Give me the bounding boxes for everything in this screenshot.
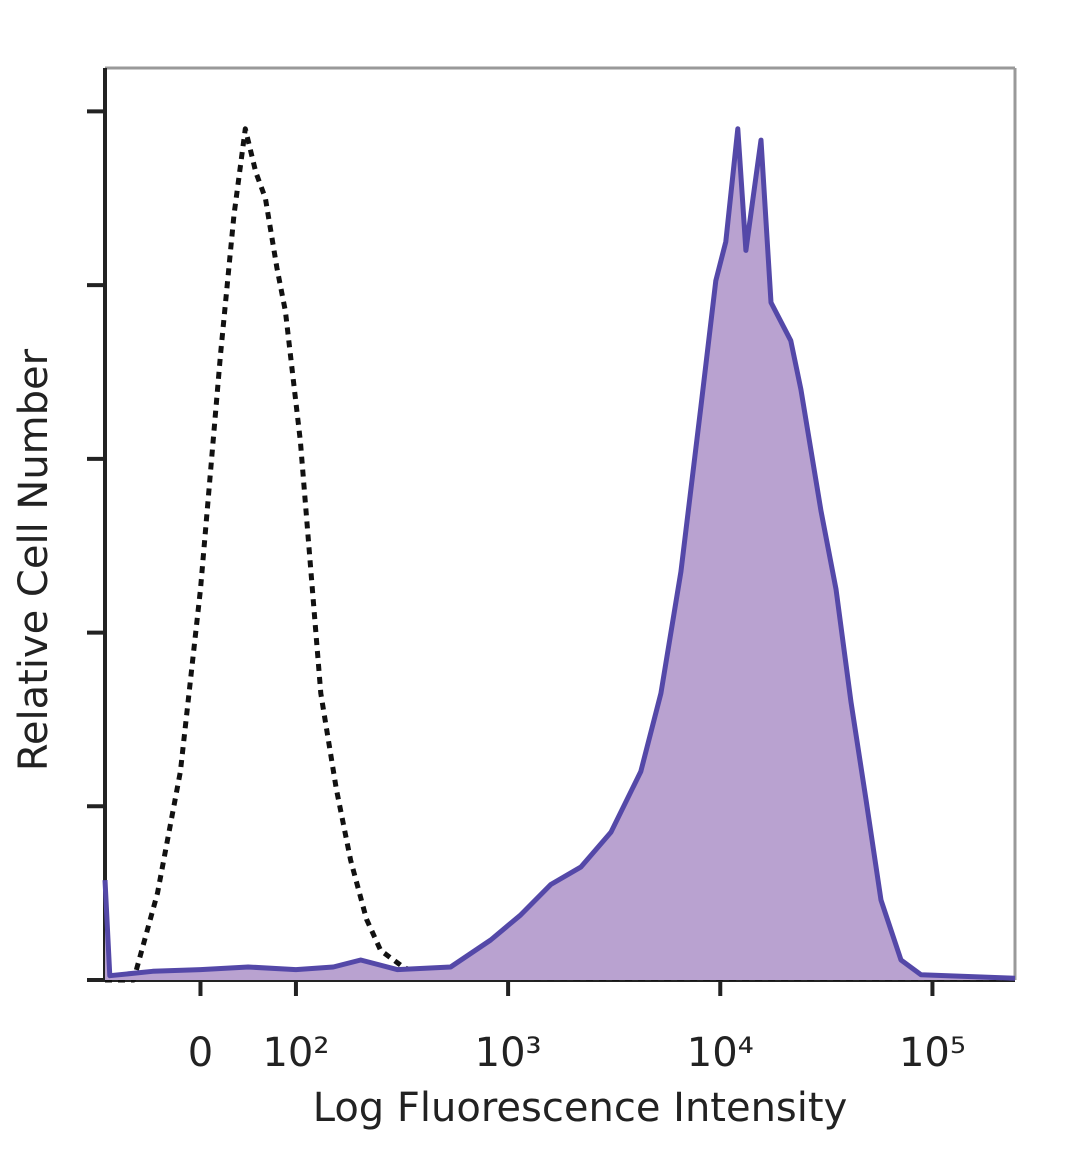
x-tick-label: 10⁵ bbox=[899, 1030, 966, 1076]
y-axis-label: Relative Cell Number bbox=[11, 348, 57, 771]
x-tick-label: 10² bbox=[262, 1030, 329, 1076]
x-tick-label: 0 bbox=[188, 1030, 213, 1076]
control-histogram-line bbox=[105, 126, 1015, 983]
sample-histogram-line bbox=[102, 126, 1016, 981]
x-axis-label: Log Fluorescence Intensity bbox=[313, 1085, 848, 1131]
x-tick-label: 10³ bbox=[475, 1030, 542, 1076]
histogram-area bbox=[105, 128, 1015, 981]
x-tick-label: 10⁴ bbox=[687, 1030, 754, 1076]
